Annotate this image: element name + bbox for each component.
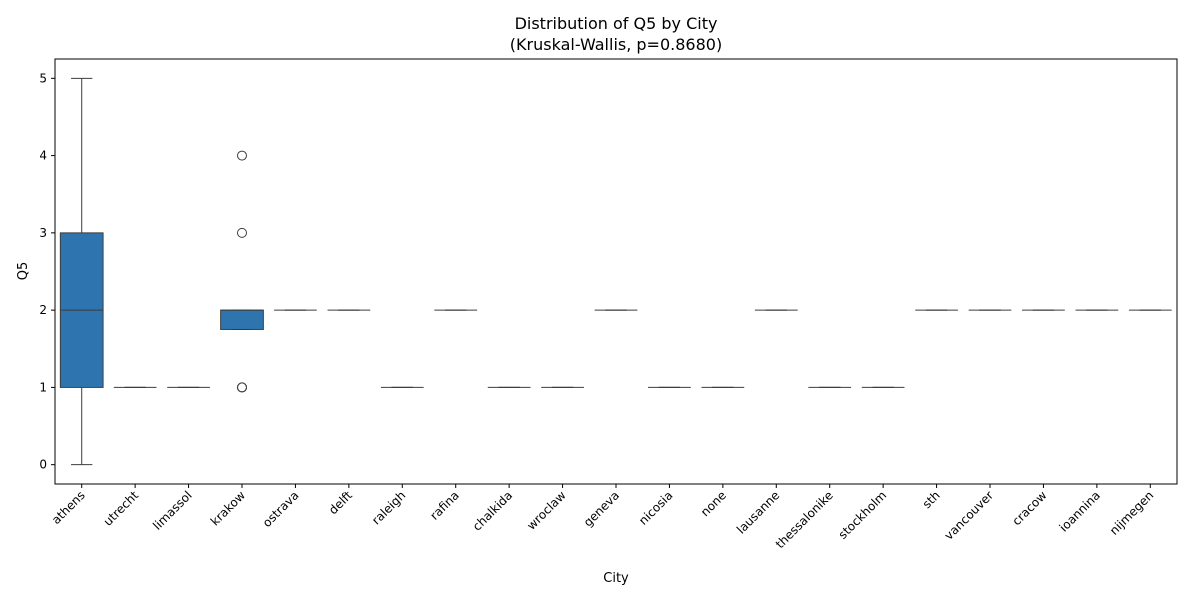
x-tick-label-vancouver: vancouver [942,488,997,543]
outlier-point [237,382,247,393]
x-tick-label-nicosia: nicosia [636,488,675,527]
chart-title: Distribution of Q5 by City [515,14,718,33]
x-tick-label-cracow: cracow [1009,488,1049,528]
x-tick-label-krakow: krakow [208,488,248,528]
x-tick-label-geneva: geneva [581,488,622,529]
x-tick-label-chalkida: chalkida [470,488,515,533]
y-tick-label-5: 5 [39,71,47,85]
outlier-point [237,227,247,238]
y-tick-label-4: 4 [39,149,47,163]
x-tick-label-thessalonike: thessalonike [773,488,836,551]
y-tick-label-0: 0 [39,458,47,472]
y-tick-label-3: 3 [39,226,47,240]
x-tick-label-rafina: rafina [427,488,462,523]
x-tick-label-ostrava: ostrava [260,488,302,530]
plot-frame [54,58,1178,485]
y-axis-label: Q5 [16,262,31,281]
outlier-point [237,150,247,161]
box-body [220,309,264,330]
plot-area: 0 1 2 3 4 5 athens utrecht limassol krakow ostrava… [39,71,1172,551]
y-tick-label-2: 2 [39,303,47,317]
box-krakow [220,150,264,393]
x-tick-label-nijmegen: nijmegen [1107,488,1156,537]
x-tick-label-limassol: limassol [150,488,194,532]
x-tick-label-ioannina: ioannina [1057,488,1103,534]
x-tick-label-stockholm: stockholm [836,488,890,542]
x-tick-label-none: none [698,488,729,519]
x-tick-label-lausanne: lausanne [734,488,782,536]
x-tick-label-delft: delft [326,488,355,517]
x-tick-label-wroclaw: wroclaw [524,488,569,533]
x-tick-label-utrecht: utrecht [101,488,142,529]
x-tick-label-raleigh: raleigh [369,488,408,527]
chart-subtitle: (Kruskal-Wallis, p=0.8680) [510,35,722,54]
x-tick-label-sth: sth [920,488,943,511]
x-tick-label-athens: athens [49,488,88,527]
y-tick-label-1: 1 [39,380,47,394]
box-athens [59,77,104,466]
x-axis-label: City [603,571,629,586]
